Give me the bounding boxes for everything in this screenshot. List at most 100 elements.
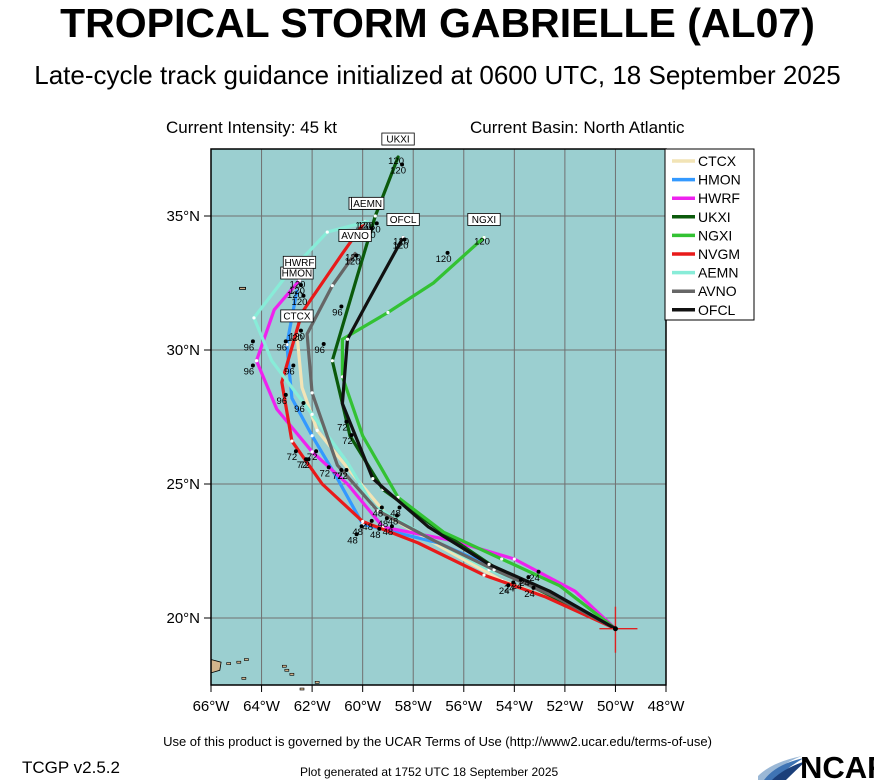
legend-item-nvgm: NVGM — [672, 246, 740, 262]
hour-dot — [395, 513, 399, 518]
track-point-hmon — [285, 343, 289, 347]
hour-dot — [389, 524, 394, 529]
end-hour-label: 120 — [393, 236, 409, 247]
land-islet — [241, 676, 247, 680]
ncar-logo-text: NCAR — [800, 750, 874, 780]
lon-tick-label: 52°W — [546, 698, 584, 715]
hour-dot — [379, 505, 384, 510]
track-point-aemn — [252, 316, 256, 320]
track-point-avno — [376, 509, 380, 513]
land-islet — [299, 687, 305, 691]
end-hour-label: 120 — [355, 220, 371, 231]
model-tracks — [252, 155, 618, 631]
hour-dot — [377, 526, 382, 531]
legend-label: HWRF — [698, 190, 740, 206]
end-label-text: NGXI — [472, 215, 496, 226]
end-label-text: CTCX — [283, 311, 311, 322]
hour-dot — [291, 363, 296, 368]
hour-label: 48 — [362, 522, 373, 533]
track-point-avno — [310, 391, 314, 395]
end-label-ctcx: CTCX 120 — [280, 309, 314, 344]
hour-label: 48 — [347, 535, 358, 546]
hour-dot — [526, 575, 531, 580]
hour-dot — [445, 250, 450, 255]
hour-dot — [314, 449, 319, 454]
ncar-logo-icon — [758, 756, 806, 780]
track-point-ctcx — [315, 428, 319, 432]
legend-item-ofcl: OFCL — [672, 302, 736, 318]
end-label-box — [282, 255, 317, 269]
hour-label: 48 — [373, 508, 384, 519]
lon-tick-label: 56°W — [445, 698, 483, 715]
hour-label: 24 — [524, 589, 535, 600]
hour-dot — [506, 583, 511, 588]
hour-label: 24 — [529, 573, 540, 584]
hour-dot — [359, 524, 364, 529]
track-point-aemn — [325, 230, 329, 234]
lon-tick-label: 48°W — [648, 698, 686, 715]
track-point-hwrf — [512, 557, 516, 561]
legend-item-hmon: HMON — [672, 172, 741, 188]
hour-dot — [536, 569, 541, 574]
hour-label: 72 — [307, 452, 318, 463]
page-title: TROPICAL STORM GABRIELLE (AL07) — [60, 0, 815, 46]
hour-label: 24 — [504, 584, 515, 595]
track-point-ukxi — [373, 214, 377, 218]
end-label-text: OFCL — [390, 215, 417, 226]
lon-tick-label: 50°W — [597, 698, 635, 715]
lon-tick-label: 66°W — [193, 698, 231, 715]
hour-label: 72 — [297, 460, 308, 471]
hour-dot — [283, 339, 288, 344]
end-label-box — [381, 132, 415, 146]
hour-label: 72 — [342, 436, 353, 447]
current-position-marker — [599, 606, 638, 653]
end-label-ukxi: UKXI 120 — [381, 132, 415, 167]
legend-label: AVNO — [698, 283, 737, 299]
hour-dot — [531, 585, 536, 590]
hour-label: 120 — [436, 254, 452, 265]
legend-label: OFCL — [698, 302, 736, 318]
end-hour-label: 120 — [290, 279, 306, 290]
lon-tick-label: 62°W — [294, 698, 332, 715]
track-point-ofcl — [487, 562, 491, 567]
hour-label: 120 — [393, 240, 409, 251]
legend-item-hwrf: HWRF — [672, 190, 740, 206]
hour-label: 120 — [345, 257, 361, 268]
hour-dot — [298, 283, 303, 288]
hour-label: 120 — [390, 165, 406, 176]
track-point-hmon — [310, 434, 314, 438]
land-bermuda — [239, 286, 246, 290]
generated-timestamp: Plot generated at 1752 UTC 18 September … — [300, 765, 559, 779]
position-dot — [612, 626, 618, 632]
hour-label: 96 — [332, 307, 343, 318]
hour-label: 72 — [299, 460, 310, 471]
end-label-text: AEMN — [353, 199, 382, 210]
hour-dot — [402, 237, 407, 242]
track-point-ofcl — [345, 337, 350, 341]
legend-label: HMON — [698, 172, 741, 188]
hour-label: 96 — [294, 404, 305, 415]
hour-dot — [511, 580, 516, 585]
track-nvgm — [280, 219, 618, 631]
end-label-aemn: AEMN 120 — [351, 196, 385, 231]
end-hour-label: 120 — [388, 156, 404, 167]
legend-item-ukxi: UKXI — [672, 209, 731, 225]
lon-tick-label: 58°W — [395, 698, 433, 715]
hour-label: 48 — [390, 508, 401, 519]
end-label-box — [338, 229, 372, 242]
end-label-box — [467, 213, 501, 226]
hour-dot — [326, 465, 331, 470]
hour-dot — [306, 457, 311, 462]
hour-label: 72 — [319, 468, 330, 479]
hour-label: 48 — [378, 519, 389, 530]
end-label-text: UKXI — [386, 135, 409, 146]
legend-label: CTCX — [698, 153, 737, 169]
hour-label: 120 — [292, 297, 308, 308]
track-point-hwrf — [297, 278, 302, 282]
hour-label: 24 — [519, 578, 530, 589]
end-label-box — [280, 309, 314, 323]
hour-dot — [344, 467, 349, 472]
map-axes: 66°W 64°W 62°W 60°W 58°W 56°W 54°W 52°W 50°W 48°W… — [166, 208, 685, 715]
lat-tick-label: 25°N — [166, 476, 200, 493]
end-label-avno: AVNO 120 — [338, 229, 372, 264]
